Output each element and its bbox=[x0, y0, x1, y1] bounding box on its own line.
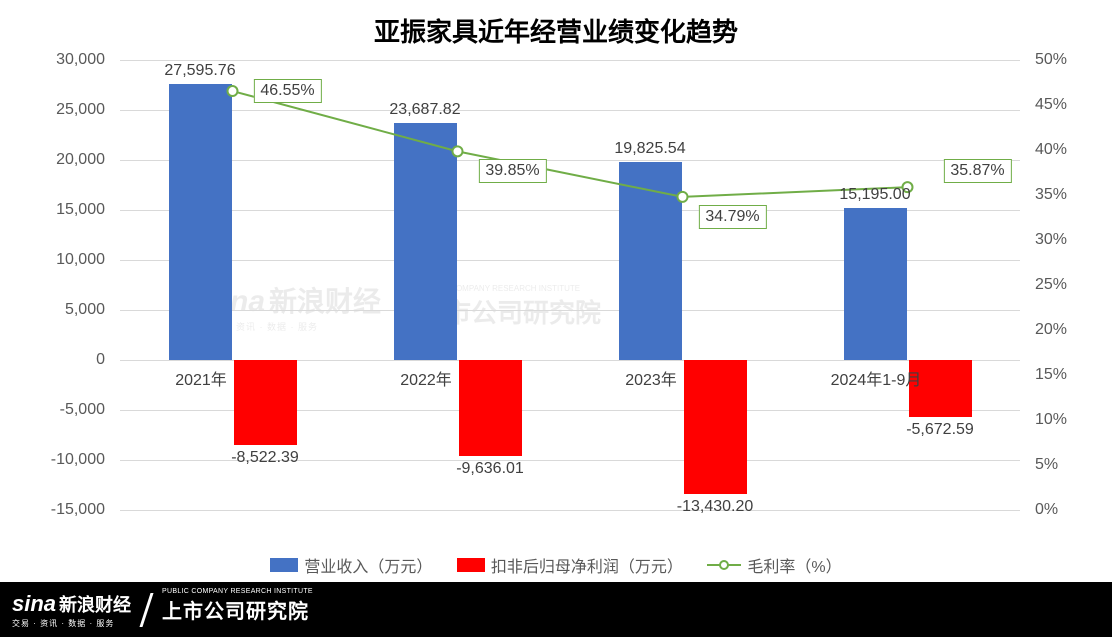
y-tick-left: -10,000 bbox=[51, 451, 105, 469]
y-tick-right: 5% bbox=[1035, 456, 1058, 474]
footer-logo2-cn: 上市公司研究院 bbox=[162, 601, 309, 623]
y-tick-right: 50% bbox=[1035, 51, 1067, 69]
y-tick-left: -5,000 bbox=[60, 401, 105, 419]
legend-swatch-profit bbox=[457, 558, 485, 572]
y-tick-right: 20% bbox=[1035, 321, 1067, 339]
bar-profit-label: -13,430.20 bbox=[677, 498, 754, 516]
legend-swatch-revenue bbox=[270, 558, 298, 572]
footer-logo-sina: sina新浪财经 交易 · 资讯 · 数据 · 服务 bbox=[12, 591, 131, 629]
line-marker bbox=[453, 146, 463, 156]
y-tick-right: 10% bbox=[1035, 411, 1067, 429]
y-tick-right: 25% bbox=[1035, 276, 1067, 294]
bar-revenue-label: 23,687.82 bbox=[389, 101, 460, 119]
legend-item-profit: 扣非后归母净利润（万元） bbox=[457, 553, 683, 577]
y-tick-left: 5,000 bbox=[65, 301, 105, 319]
y-tick-right: 0% bbox=[1035, 501, 1058, 519]
bar-profit-label: -8,522.39 bbox=[231, 449, 299, 467]
x-axis-label: 2024年1-9月 bbox=[831, 366, 922, 390]
x-axis-label: 2023年 bbox=[625, 366, 677, 390]
y-tick-left: -15,000 bbox=[51, 501, 105, 519]
line-gross-margin bbox=[233, 91, 908, 197]
y-tick-right: 15% bbox=[1035, 366, 1067, 384]
y-axis-right: 0%5%10%15%20%25%30%35%40%45%50% bbox=[1025, 60, 1085, 510]
footer-logo1-cn: 新浪财经 bbox=[59, 595, 131, 615]
grid-line bbox=[120, 510, 1020, 511]
y-tick-left: 25,000 bbox=[56, 101, 105, 119]
y-tick-right: 40% bbox=[1035, 141, 1067, 159]
y-tick-right: 30% bbox=[1035, 231, 1067, 249]
y-tick-left: 30,000 bbox=[56, 51, 105, 69]
plot-area: 27,595.76 -8,522.39 2021年 23,687.82 -9,636.0… bbox=[120, 60, 1020, 510]
line-marker bbox=[228, 86, 238, 96]
bar-revenue-label: 15,195.00 bbox=[839, 186, 910, 204]
y-tick-right: 45% bbox=[1035, 96, 1067, 114]
y-tick-left: 0 bbox=[96, 351, 105, 369]
y-tick-left: 15,000 bbox=[56, 201, 105, 219]
bar-profit-label: -9,636.01 bbox=[456, 460, 524, 478]
y-tick-right: 35% bbox=[1035, 186, 1067, 204]
line-label: 46.55% bbox=[253, 79, 321, 103]
y-tick-left: 20,000 bbox=[56, 151, 105, 169]
footer-divider bbox=[140, 593, 154, 627]
footer-logo-institute: PUBLIC COMPANY RESEARCH INSTITUTE 上市公司研究… bbox=[162, 595, 309, 624]
bar-revenue-label: 19,825.54 bbox=[614, 140, 685, 158]
line-label: 35.87% bbox=[943, 159, 1011, 183]
x-axis-label: 2021年 bbox=[175, 366, 227, 390]
line-label: 39.85% bbox=[478, 159, 546, 183]
footer-logo1-main: sina bbox=[12, 591, 56, 616]
line-marker bbox=[678, 192, 688, 202]
footer-logo2-en: PUBLIC COMPANY RESEARCH INSTITUTE bbox=[162, 588, 313, 595]
x-axis-label: 2022年 bbox=[400, 366, 452, 390]
footer-logo1-sub: 交易 · 资讯 · 数据 · 服务 bbox=[12, 618, 131, 629]
legend-item-margin: 毛利率（%） bbox=[707, 553, 841, 577]
legend: 营业收入（万元） 扣非后归母净利润（万元） 毛利率（%） bbox=[0, 553, 1112, 577]
line-layer bbox=[120, 60, 1020, 510]
legend-label-profit: 扣非后归母净利润（万元） bbox=[491, 553, 683, 577]
footer-bar: sina新浪财经 交易 · 资讯 · 数据 · 服务 PUBLIC COMPAN… bbox=[0, 582, 1112, 637]
legend-label-margin: 毛利率（%） bbox=[747, 553, 841, 577]
bar-profit-label: -5,672.59 bbox=[906, 421, 974, 439]
y-tick-left: 10,000 bbox=[56, 251, 105, 269]
y-axis-left: -15,000-10,000-5,00005,00010,00015,00020… bbox=[40, 60, 115, 510]
legend-line-margin bbox=[707, 558, 741, 572]
chart-container: 亚振家具近年经营业绩变化趋势 sina新浪财经 交易 · 资讯 · 数据 · 服… bbox=[0, 0, 1112, 637]
legend-label-revenue: 营业收入（万元） bbox=[304, 553, 432, 577]
line-label: 34.79% bbox=[698, 205, 766, 229]
legend-item-revenue: 营业收入（万元） bbox=[270, 553, 432, 577]
chart-title: 亚振家具近年经营业绩变化趋势 bbox=[0, 12, 1112, 49]
bar-revenue-label: 27,595.76 bbox=[164, 62, 235, 80]
